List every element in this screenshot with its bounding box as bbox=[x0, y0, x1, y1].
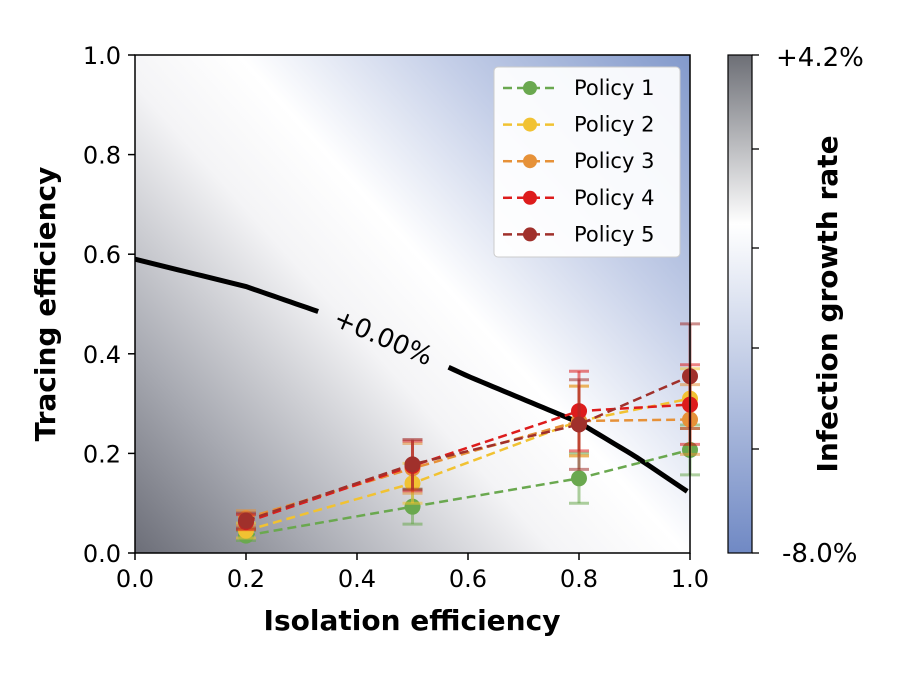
legend-item: Policy 5 bbox=[503, 222, 654, 246]
x-tick-label: 0.8 bbox=[560, 565, 598, 593]
y-tick-label: 0.2 bbox=[83, 440, 121, 468]
legend-item: Policy 1 bbox=[503, 76, 654, 100]
colorbar-title: Infection growth rate bbox=[811, 135, 844, 472]
legend-marker bbox=[523, 190, 537, 205]
y-tick-label: 0.0 bbox=[83, 540, 121, 568]
legend-marker bbox=[523, 154, 537, 169]
colorbar bbox=[727, 54, 753, 554]
legend-label: Policy 1 bbox=[574, 76, 654, 100]
y-axis-title: Tracing efficiency bbox=[29, 167, 62, 442]
x-tick-label: 0.6 bbox=[449, 565, 487, 593]
tick-layer: 0.0 0.2 0.4 0.6 0.8 1.0 0.0 0.2 0.4 0.6 0.8 1.0 bbox=[83, 42, 709, 593]
data-point bbox=[571, 416, 587, 433]
data-point bbox=[571, 470, 587, 487]
colorbar-ticks bbox=[752, 54, 759, 554]
x-axis-title: Isolation efficiency bbox=[264, 604, 561, 637]
legend-marker bbox=[523, 117, 537, 132]
contour-line bbox=[135, 256, 319, 314]
legend-label: Policy 2 bbox=[574, 113, 654, 137]
legend-label: Policy 5 bbox=[574, 222, 654, 246]
data-point bbox=[404, 456, 421, 473]
legend-box bbox=[493, 66, 681, 258]
series-layer bbox=[236, 322, 700, 544]
legend-marker bbox=[523, 227, 537, 242]
x-tick-label: 0.2 bbox=[227, 565, 265, 593]
legend-item: Policy 4 bbox=[503, 186, 654, 210]
legend-item: Policy 3 bbox=[503, 149, 654, 173]
legend-item: Policy 2 bbox=[503, 113, 654, 137]
series-line bbox=[245, 375, 691, 522]
legend-label: Policy 3 bbox=[574, 149, 654, 173]
legend-label: Policy 4 bbox=[574, 186, 654, 210]
series-line bbox=[245, 397, 691, 532]
plot-frame bbox=[134, 54, 691, 554]
x-tick-label: 0.4 bbox=[338, 565, 376, 593]
x-tick-label: 1.0 bbox=[671, 565, 709, 593]
x-tick-label: 0.0 bbox=[116, 565, 154, 593]
series-line bbox=[245, 448, 691, 537]
y-tick-label: 0.8 bbox=[83, 142, 121, 170]
series-line bbox=[245, 403, 691, 524]
y-tick-label: 1.0 bbox=[83, 42, 121, 70]
data-point bbox=[238, 512, 254, 529]
contour-line bbox=[447, 364, 689, 494]
legend: Policy 1 Policy 2 Policy 3 Policy 4 Policy 5 bbox=[493, 66, 681, 258]
y-tick-label: 0.4 bbox=[83, 341, 121, 369]
legend-marker bbox=[523, 81, 537, 95]
y-tick-label: 0.6 bbox=[83, 241, 121, 269]
colorbar-max-label: +4.2% bbox=[776, 43, 864, 73]
colorbar-min-label: -8.0% bbox=[782, 539, 857, 569]
